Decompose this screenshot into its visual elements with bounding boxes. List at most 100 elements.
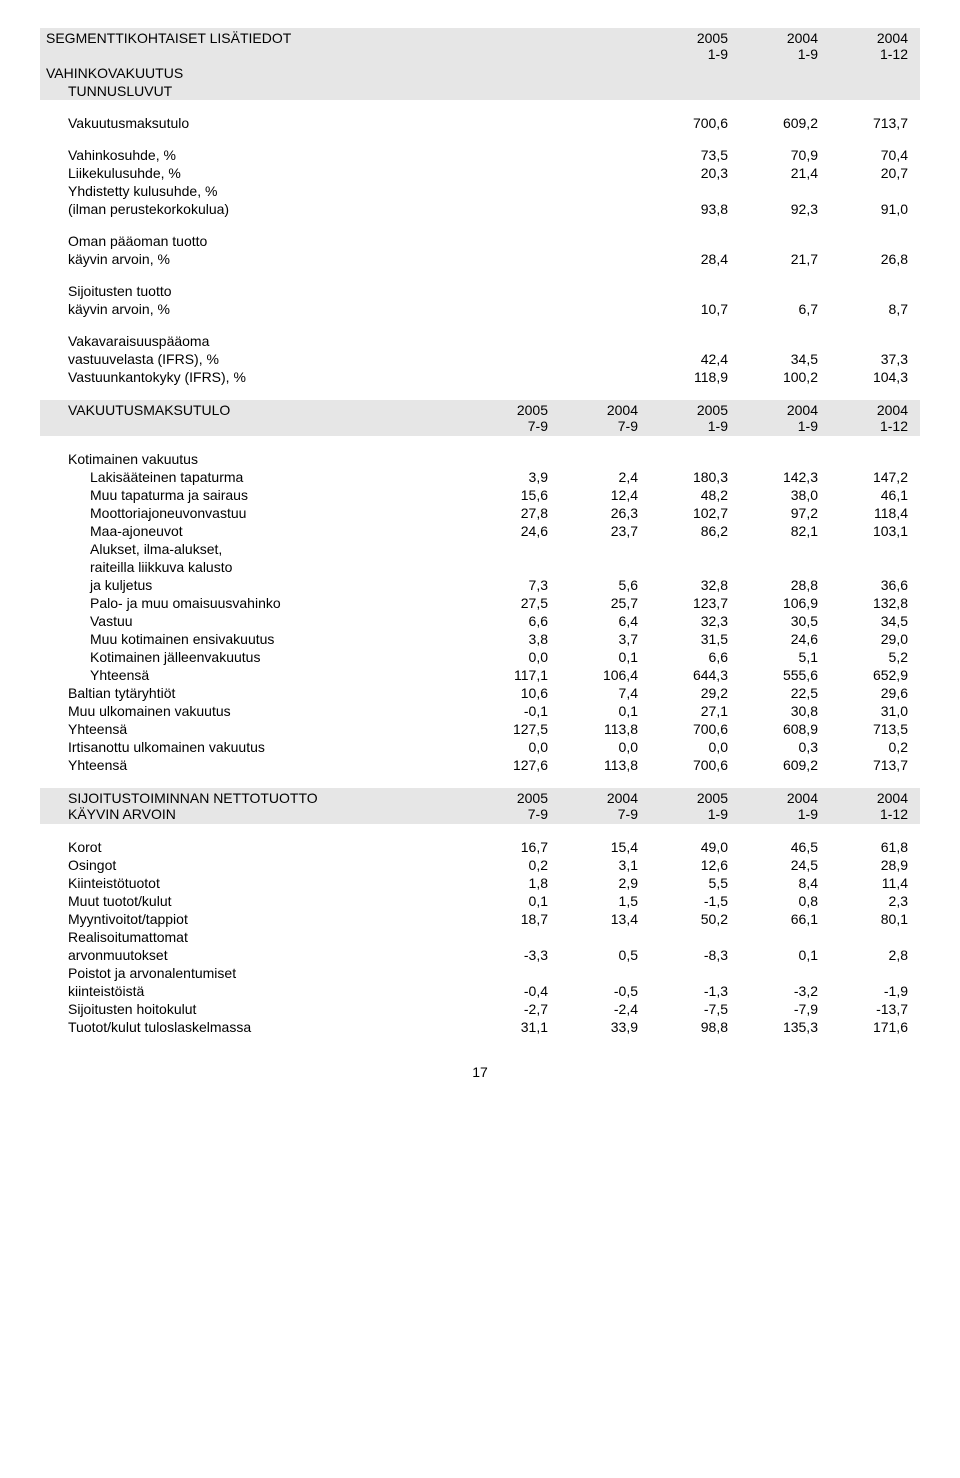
row-value: -8,3 xyxy=(646,947,736,963)
row-value: 48,2 xyxy=(646,487,736,503)
row-value: 713,7 xyxy=(826,115,916,131)
table-vakuutusmaksutulo: Kotimainen vakuutusLakisääteinen tapatur… xyxy=(40,450,920,774)
row-value xyxy=(556,451,646,467)
row-value xyxy=(556,929,646,945)
row-value xyxy=(466,451,556,467)
row-value: -2,7 xyxy=(466,1001,556,1017)
table-row: ja kuljetus7,35,632,828,836,6 xyxy=(40,576,920,594)
row-value: -0,1 xyxy=(466,703,556,719)
table-row: Kiinteistötuotot1,82,95,58,411,4 xyxy=(40,874,920,892)
table-row: Sijoitusten tuotto xyxy=(40,282,920,300)
row-value: 609,2 xyxy=(736,757,826,773)
row-value: -0,4 xyxy=(466,983,556,999)
col-year: 20041-9 xyxy=(736,790,826,822)
row-value: 118,9 xyxy=(646,369,736,385)
row-value: 102,7 xyxy=(646,505,736,521)
table-row: Moottoriajoneuvonvastuu27,826,3102,797,2… xyxy=(40,504,920,522)
row-value xyxy=(826,541,916,557)
table-row: Maa-ajoneuvot24,623,786,282,1103,1 xyxy=(40,522,920,540)
col-year: 20041-9 xyxy=(736,402,826,434)
table-row: Irtisanottu ulkomainen vakuutus0,00,00,0… xyxy=(40,738,920,756)
row-label: Muut tuotot/kulut xyxy=(46,893,466,909)
row-value: 93,8 xyxy=(646,201,736,217)
row-value: -0,5 xyxy=(556,983,646,999)
row-value: 91,0 xyxy=(826,201,916,217)
section-subtitle: TUNNUSLUVUT xyxy=(46,83,646,99)
row-value: 127,5 xyxy=(466,721,556,737)
col-year: 20051-9 xyxy=(646,790,736,822)
row-value: 0,2 xyxy=(826,739,916,755)
row-value: -3,2 xyxy=(736,983,826,999)
table-sijoitustoiminta: Korot16,715,449,046,561,8Osingot0,23,112… xyxy=(40,838,920,1036)
row-value xyxy=(646,929,736,945)
row-value: 12,4 xyxy=(556,487,646,503)
row-value: 86,2 xyxy=(646,523,736,539)
row-value: 28,4 xyxy=(646,251,736,267)
row-value: 118,4 xyxy=(826,505,916,521)
row-label: Muu ulkomainen vakuutus xyxy=(46,703,466,719)
row-value: 0,1 xyxy=(736,947,826,963)
section-title: SEGMENTTIKOHTAISET LISÄTIEDOT xyxy=(46,30,646,46)
row-value: 0,8 xyxy=(736,893,826,909)
row-value: 20,3 xyxy=(646,165,736,181)
table-row: Yhdistetty kulusuhde, % xyxy=(40,182,920,200)
table-row: Muu kotimainen ensivakuutus3,83,731,524,… xyxy=(40,630,920,648)
row-value xyxy=(826,333,916,349)
row-value: 26,8 xyxy=(826,251,916,267)
row-value: 15,6 xyxy=(466,487,556,503)
row-value xyxy=(556,965,646,981)
row-value: 30,5 xyxy=(736,613,826,629)
table-row: Kotimainen jälleenvakuutus0,00,16,65,15,… xyxy=(40,648,920,666)
row-value: 5,5 xyxy=(646,875,736,891)
row-value xyxy=(826,183,916,199)
row-label: Vahinkosuhde, % xyxy=(46,147,646,163)
table-row: Realisoitumattomat xyxy=(40,928,920,946)
row-value: 29,0 xyxy=(826,631,916,647)
row-value: 7,3 xyxy=(466,577,556,593)
row-value: 100,2 xyxy=(736,369,826,385)
row-value: 27,8 xyxy=(466,505,556,521)
row-value: 70,4 xyxy=(826,147,916,163)
row-label: Oman pääoman tuotto xyxy=(46,233,646,249)
row-value xyxy=(646,283,736,299)
row-value: 38,0 xyxy=(736,487,826,503)
row-label: Baltian tytäryhtiöt xyxy=(46,685,466,701)
row-value: 34,5 xyxy=(826,613,916,629)
row-value: 127,6 xyxy=(466,757,556,773)
table-row: Palo- ja muu omaisuusvahinko27,525,7123,… xyxy=(40,594,920,612)
row-value: 713,5 xyxy=(826,721,916,737)
row-value xyxy=(736,283,826,299)
row-value: 27,5 xyxy=(466,595,556,611)
row-value: 10,6 xyxy=(466,685,556,701)
table-row: Muut tuotot/kulut0,11,5-1,50,82,3 xyxy=(40,892,920,910)
row-label: Vastuunkantokyky (IFRS), % xyxy=(46,369,646,385)
row-value xyxy=(646,541,736,557)
row-label: Irtisanottu ulkomainen vakuutus xyxy=(46,739,466,755)
table-row: Osingot0,23,112,624,528,9 xyxy=(40,856,920,874)
row-value: 16,7 xyxy=(466,839,556,855)
section-subtitle: VAHINKOVAKUUTUS xyxy=(46,65,646,81)
table-row: Kotimainen vakuutus xyxy=(40,450,920,468)
table-row: Myyntivoitot/tappiot18,713,450,266,180,1 xyxy=(40,910,920,928)
col-year: 20041-12 xyxy=(826,402,916,434)
section-subtitle-row: TUNNUSLUVUT xyxy=(40,82,920,100)
table-row: Tuotot/kulut tuloslaskelmassa31,133,998,… xyxy=(40,1018,920,1036)
row-value: 28,9 xyxy=(826,857,916,873)
row-value: 608,9 xyxy=(736,721,826,737)
section-header-vakuutusmaksutulo: VAKUUTUSMAKSUTULO 20057-9 20047-9 20051-… xyxy=(40,400,920,436)
row-value: 713,7 xyxy=(826,757,916,773)
row-label: Sijoitusten hoitokulut xyxy=(46,1001,466,1017)
row-value: 6,4 xyxy=(556,613,646,629)
row-value xyxy=(466,929,556,945)
row-value: 6,6 xyxy=(466,613,556,629)
row-value xyxy=(466,541,556,557)
col-year: 2004 1-9 xyxy=(736,30,826,62)
row-value xyxy=(556,559,646,575)
row-value: 0,1 xyxy=(556,703,646,719)
table-row: Sijoitusten hoitokulut-2,7-2,4-7,5-7,9-1… xyxy=(40,1000,920,1018)
row-value xyxy=(466,559,556,575)
table-row: Vastuunkantokyky (IFRS), %118,9100,2104,… xyxy=(40,368,920,386)
row-value: 117,1 xyxy=(466,667,556,683)
row-label: Palo- ja muu omaisuusvahinko xyxy=(46,595,466,611)
row-value: 5,2 xyxy=(826,649,916,665)
